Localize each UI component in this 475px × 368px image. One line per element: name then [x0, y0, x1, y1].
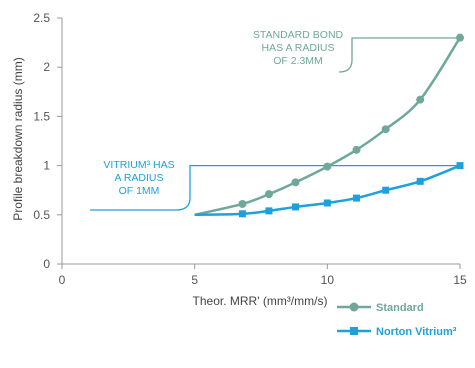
data-point — [382, 186, 390, 194]
annotation-line: A RADIUS — [114, 172, 163, 184]
legend-label: Norton Vitrium³ — [376, 326, 457, 338]
x-axis-title: Theor. MRR' (mm³/mm/s) — [193, 294, 328, 308]
data-point — [264, 190, 273, 199]
data-point — [323, 162, 332, 171]
legend-label: Standard — [376, 302, 424, 314]
annotation-line: HAS A RADIUS — [262, 42, 335, 54]
annotation-line: VITRIUM³ HAS — [103, 159, 174, 171]
y-tick-label: 0 — [43, 257, 50, 271]
data-point — [416, 177, 424, 185]
data-point — [416, 95, 425, 104]
series-line — [194, 164, 461, 217]
x-tick-label: 10 — [321, 273, 335, 287]
annotation-line: OF 1MM — [119, 185, 160, 197]
y-axis-title: Profile breakdown radius (mm) — [11, 57, 25, 220]
data-point — [291, 178, 300, 187]
annotation-line: STANDARD BOND — [253, 29, 344, 41]
data-point — [456, 162, 464, 170]
y-tick-label: 1 — [43, 159, 50, 173]
data-point — [265, 207, 273, 215]
legend-item-1: Norton Vitrium³ — [337, 326, 457, 338]
legend-marker — [350, 327, 358, 335]
annotation-leader — [90, 164, 460, 211]
data-point — [291, 203, 299, 211]
y-tick-label: 2.5 — [33, 11, 50, 25]
y-tick-label: 2 — [43, 60, 50, 74]
data-point — [353, 194, 361, 202]
legend: Standard Norton Vitrium³ — [337, 302, 457, 338]
legend-marker — [349, 302, 359, 312]
data-point — [381, 125, 390, 134]
data-point — [352, 145, 361, 154]
y-tick-label: 1.5 — [33, 109, 50, 123]
data-point — [456, 33, 464, 42]
data-point — [323, 199, 331, 207]
data-point — [238, 210, 246, 218]
x-tick-label: 5 — [191, 273, 198, 287]
annotation-leader — [338, 37, 460, 73]
data-point — [238, 199, 247, 208]
legend-item-0: Standard — [337, 302, 424, 314]
axes: 0 0.5 1 1.5 2 2.5 0 5 10 15 — [33, 11, 467, 287]
annotation-line: OF 2.3MM — [273, 55, 323, 67]
series-layer — [194, 33, 464, 218]
x-tick-label: 0 — [59, 273, 66, 287]
series-1 — [194, 162, 464, 218]
series-line — [194, 37, 462, 217]
series-0 — [194, 33, 464, 217]
x-tick-label: 15 — [453, 273, 467, 287]
y-tick-label: 0.5 — [33, 208, 50, 222]
